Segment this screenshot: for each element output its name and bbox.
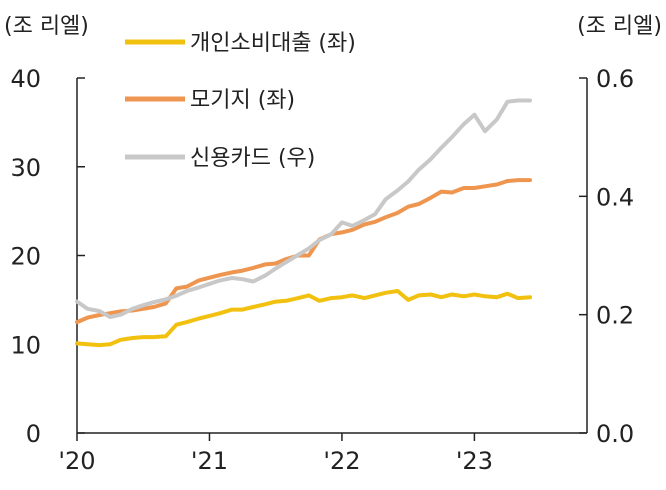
- legend-label-consumer-loan: 개인소비대출 (좌): [190, 31, 356, 56]
- x-tick-label: '22: [323, 447, 360, 475]
- x-tick-label: '21: [191, 447, 228, 475]
- right-axis-unit-label: (조 리엘): [577, 14, 662, 39]
- right-tick-label: 0.4: [596, 183, 634, 211]
- series-line-consumer-loan: [75, 289, 532, 348]
- axis-ticks: 0 10 20 30 40 0.0 0.2 0.4 0.6 '20 '21 '22 '23: [10, 65, 634, 475]
- left-axis-unit-label: (조 리엘): [4, 14, 89, 39]
- x-tick-label: '23: [456, 447, 493, 475]
- series-line-mortgage: [75, 178, 532, 325]
- legend: 개인소비대출 (좌) 모기지 (좌) 신용카드 (우): [125, 31, 356, 171]
- legend-label-credit-card: 신용카드 (우): [190, 146, 315, 171]
- left-tick-label: 40: [10, 65, 41, 93]
- legend-label-mortgage: 모기지 (좌): [190, 88, 295, 113]
- right-tick-label: 0.6: [596, 65, 634, 93]
- left-tick-label: 30: [10, 154, 41, 182]
- right-tick-label: 0.0: [596, 420, 634, 448]
- left-tick-label: 0: [26, 420, 41, 448]
- left-tick-label: 20: [10, 243, 41, 271]
- axes: [76, 78, 588, 434]
- plot-area: [75, 98, 532, 348]
- left-tick-label: 10: [10, 331, 41, 359]
- x-tick-label: '20: [58, 447, 95, 475]
- series-line-credit-card: [75, 98, 532, 319]
- right-tick-label: 0.2: [596, 302, 634, 330]
